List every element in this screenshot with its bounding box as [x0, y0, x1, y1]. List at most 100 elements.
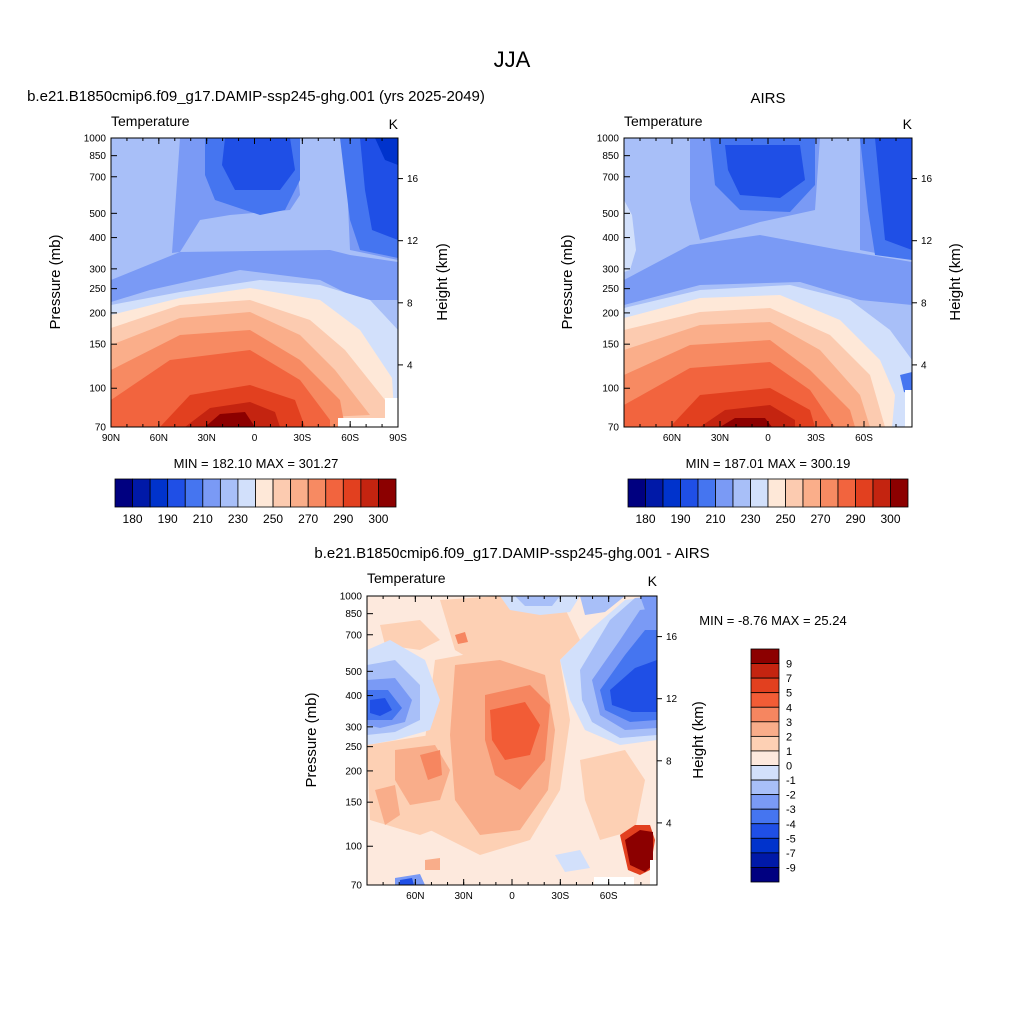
field-band	[338, 418, 398, 427]
panel-airs-stats: MIN = 187.01 MAX = 300.19	[686, 456, 851, 471]
colorbar-label: 4	[786, 702, 792, 714]
colorbar-label: 300	[368, 512, 388, 526]
panel-diff-y2label: Height (km)	[690, 701, 707, 779]
x-tick-label: 0	[509, 891, 515, 902]
colorbar-box	[202, 478, 221, 508]
colorbar-label: -7	[786, 848, 796, 860]
colorbar-box	[820, 478, 839, 508]
x-tick-label: 30S	[807, 433, 825, 444]
y2-tick-label: 16	[921, 174, 933, 185]
x-tick-label: 30N	[711, 433, 729, 444]
colorbar-label: 210	[193, 512, 213, 526]
colorbar-box	[680, 478, 699, 508]
y-tick-label: 700	[345, 630, 362, 641]
field-band	[111, 250, 398, 302]
colorbar-label: 3	[786, 717, 792, 729]
colorbar-box	[360, 478, 379, 508]
field-band	[515, 596, 560, 606]
panel-model-y2label: Height (km)	[434, 243, 451, 321]
y-tick-label: 500	[345, 667, 362, 678]
colorbar-label: 290	[333, 512, 353, 526]
colorbar-box	[184, 478, 204, 508]
y-tick-label: 250	[89, 284, 106, 295]
colorbar-box	[750, 735, 780, 752]
panel-diff-axes: 70 100 150 200 250 300 400 500 700 850 1000 4 8 12 16 6…	[340, 592, 678, 903]
y2-tick-label: 12	[407, 236, 419, 247]
colorbar-label: 250	[263, 512, 283, 526]
colorbar-box	[750, 648, 780, 664]
y-tick-label: 70	[351, 881, 363, 892]
colorbar-box	[872, 478, 891, 508]
y-tick-label: 500	[602, 209, 619, 220]
field-band	[370, 698, 392, 716]
field-band	[720, 418, 772, 427]
colorbar-box	[167, 478, 186, 508]
panel-model-units: K	[389, 116, 399, 132]
colorbar-box	[750, 721, 780, 737]
y-tick-label: 100	[602, 384, 619, 395]
field-band	[380, 620, 440, 650]
colorbar-label: 270	[810, 512, 830, 526]
panel-model-stats: MIN = 182.10 MAX = 301.27	[174, 456, 339, 471]
colorbar-box	[149, 478, 169, 508]
colorbar-box	[750, 794, 780, 810]
page-title: JJA	[494, 47, 531, 72]
panel-airs-ylabel: Pressure (mb)	[559, 234, 576, 329]
field-band	[640, 596, 657, 612]
x-tick-label: 30S	[551, 891, 569, 902]
colorbar-box	[219, 478, 239, 508]
field-band	[580, 750, 645, 840]
panel-model-axes: 70 100 150 200 250 300 400 500 700 850 1000 4 8 12 16 9…	[84, 134, 419, 445]
x-tick-label: 60S	[600, 891, 618, 902]
field-band	[490, 702, 540, 760]
panel-model: b.e21.B1850cmip6.f09_g17.DAMIP-ssp245-gh…	[27, 88, 485, 526]
colorbar-label: 250	[775, 512, 795, 526]
colorbar-box	[750, 867, 780, 883]
colorbar-label: -9	[786, 862, 796, 874]
panel-airs-title: AIRS	[750, 90, 785, 107]
colorbar-label: 7	[786, 673, 792, 685]
field-band	[905, 390, 912, 427]
panel-airs-field	[624, 138, 912, 427]
y-tick-label: 300	[345, 722, 362, 733]
colorbar-box	[132, 478, 151, 508]
y-tick-label: 1000	[340, 592, 363, 603]
y-tick-label: 250	[602, 284, 619, 295]
field-band	[725, 145, 805, 198]
y2-tick-label: 8	[407, 298, 413, 309]
y-tick-label: 200	[89, 308, 106, 319]
colorbar-box	[890, 478, 909, 508]
colorbar-box	[750, 706, 780, 723]
x-tick-label: 0	[765, 433, 771, 444]
colorbar-label: 2	[786, 731, 792, 743]
colorbar-label: 5	[786, 688, 792, 700]
field-band	[875, 138, 912, 250]
y-tick-label: 400	[602, 233, 619, 244]
panel-model-title: b.e21.B1850cmip6.f09_g17.DAMIP-ssp245-gh…	[27, 88, 485, 105]
y-tick-label: 70	[608, 423, 620, 434]
colorbar-box	[750, 823, 780, 839]
panel-diff-units: K	[648, 573, 658, 589]
panel-model-ylabel: Pressure (mb)	[47, 234, 64, 329]
colorbar-box	[750, 852, 780, 868]
y-tick-label: 100	[345, 842, 362, 853]
panel-diff-colorbar: 9 7 5 4 3 2 1 0 -1 -2 -3 -4 -5 -7 -9	[750, 648, 796, 883]
field-band	[425, 858, 440, 870]
y-tick-label: 1000	[84, 134, 107, 145]
colorbar-box	[732, 478, 751, 508]
y-tick-label: 150	[89, 340, 106, 351]
colorbar-box	[114, 478, 133, 508]
y2-tick-label: 12	[666, 694, 678, 705]
colorbar-label: 180	[635, 512, 655, 526]
colorbar-label: 190	[158, 512, 178, 526]
field-band	[650, 860, 657, 885]
colorbar-label: 270	[298, 512, 318, 526]
panel-diff-stats: MIN = -8.76 MAX = 25.24	[699, 613, 846, 628]
panel-diff-ylabel: Pressure (mb)	[303, 692, 320, 787]
panel-model-colorbar: 180 190 210 230 250 270 290 300	[114, 478, 397, 526]
field-band	[624, 235, 912, 305]
y2-tick-label: 4	[407, 360, 413, 371]
colorbar-label: -5	[786, 833, 796, 845]
